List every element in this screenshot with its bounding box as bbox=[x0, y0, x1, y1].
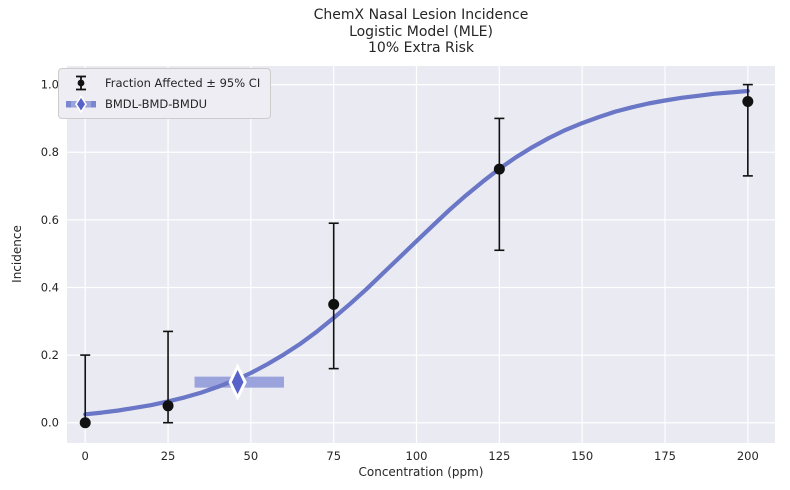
legend-item-bmd: BMDL-BMD-BMDU bbox=[64, 95, 260, 113]
chart-title-line1: ChemX Nasal Lesion Incidence bbox=[313, 7, 529, 23]
data-point bbox=[493, 163, 505, 175]
data-point bbox=[328, 298, 340, 310]
logistic-fit-curve bbox=[83, 88, 750, 417]
legend-label-fraction-affected: Fraction Affected ± 95% CI bbox=[105, 76, 261, 90]
x-tick-label: 150 bbox=[571, 449, 593, 463]
errorbar-legend-icon bbox=[64, 74, 98, 92]
bmd-diamond bbox=[228, 363, 247, 402]
x-tick-label: 75 bbox=[326, 449, 341, 463]
bmd-legend-icon bbox=[64, 95, 98, 113]
x-tick-label: 175 bbox=[654, 449, 676, 463]
x-tick-label: 25 bbox=[161, 449, 176, 463]
x-tick-label: 125 bbox=[488, 449, 510, 463]
data-point bbox=[742, 96, 754, 108]
y-tick-label: 0.0 bbox=[41, 416, 59, 430]
y-tick-label: 1.0 bbox=[41, 78, 59, 92]
errorbar-point bbox=[79, 354, 91, 429]
errorbar-point bbox=[493, 117, 505, 252]
x-axis-label: Concentration (ppm) bbox=[358, 465, 484, 479]
y-tick-label: 0.8 bbox=[41, 145, 59, 159]
data-point bbox=[162, 400, 174, 412]
legend-item-fraction-affected: Fraction Affected ± 95% CI bbox=[64, 74, 260, 92]
y-tick-label: 0.4 bbox=[41, 280, 59, 294]
errorbar-point bbox=[742, 83, 754, 177]
y-axis-label: Incidence bbox=[10, 225, 24, 283]
errorbar-point bbox=[328, 222, 340, 370]
x-tick-label: 0 bbox=[82, 449, 89, 463]
x-tick-label: 100 bbox=[406, 449, 428, 463]
legend-label-bmd: BMDL-BMD-BMDU bbox=[105, 97, 208, 111]
chart-title: ChemX Nasal Lesion Incidence Logistic Mo… bbox=[67, 7, 775, 57]
x-tick-label: 200 bbox=[737, 449, 759, 463]
data-point bbox=[79, 417, 91, 429]
plot-area bbox=[67, 66, 775, 443]
legend: Fraction Affected ± 95% CI BMDL-BMD-BMDU bbox=[58, 68, 272, 119]
y-tick-label: 0.6 bbox=[41, 213, 59, 227]
errorbar-point bbox=[162, 330, 174, 424]
chart-title-line2: Logistic Model (MLE) bbox=[349, 23, 493, 40]
x-tick-label: 50 bbox=[244, 449, 259, 463]
chart-title-line3: 10% Extra Risk bbox=[368, 40, 474, 56]
y-tick-label: 0.2 bbox=[41, 348, 59, 362]
